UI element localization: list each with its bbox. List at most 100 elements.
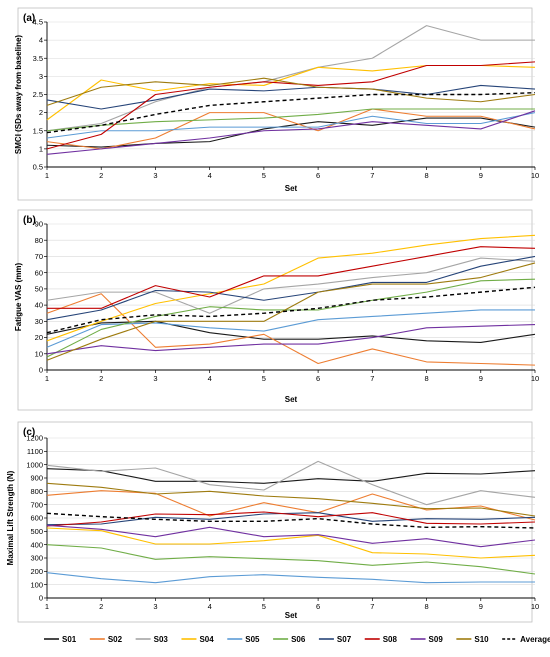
x-tick-label: 2 <box>99 374 103 383</box>
panel-border <box>17 7 533 201</box>
y-tick-label: 0.5 <box>33 163 43 172</box>
legend-item-s08: S08 <box>364 635 398 644</box>
y-tick-label: 1200 <box>26 434 43 443</box>
panel-c: 0 100 200 300 400 500 600 700 800 900 1000 1100 1200… <box>6 421 539 623</box>
legend-item-average: Average <box>502 635 550 644</box>
series-line-s07 <box>46 512 536 526</box>
series-line-s09 <box>46 324 536 355</box>
y-tick-label: 0 <box>39 594 43 603</box>
y-tick-label: 100 <box>30 580 43 589</box>
x-tick-label: 4 <box>208 171 212 180</box>
legend-label: S09 <box>429 635 444 644</box>
legend-label: S06 <box>291 635 306 644</box>
x-tick-label: 10 <box>531 602 539 611</box>
x-tick-label: 2 <box>99 171 103 180</box>
x-tick-label: 3 <box>153 374 157 383</box>
x-tick-label: 8 <box>424 171 428 180</box>
series-line-s02 <box>46 293 536 366</box>
y-axis-title: Maximal Lift Strength (N) <box>6 470 15 565</box>
x-axis-title: Set <box>285 395 298 404</box>
legend-item-s05: S05 <box>227 635 260 644</box>
series-line-s10 <box>46 77 536 106</box>
series-line-average <box>46 286 536 334</box>
legend-label: S10 <box>474 635 489 644</box>
series-line-s09 <box>46 524 536 548</box>
x-tick-label: 8 <box>424 374 428 383</box>
series-line-s06 <box>46 278 536 358</box>
y-tick-label: 90 <box>35 220 43 229</box>
legend-item-s03: S03 <box>135 635 168 644</box>
legend-item-s02: S02 <box>89 635 123 644</box>
x-axis-title: Set <box>285 184 298 193</box>
series-line-s10 <box>46 482 536 517</box>
legend-label: S08 <box>383 635 398 644</box>
series-line-s10 <box>46 262 536 361</box>
legend-item-s04: S04 <box>181 635 214 644</box>
y-tick-label: 1.5 <box>33 126 43 135</box>
x-tick-label: 5 <box>262 602 266 611</box>
y-tick-label: 4.5 <box>33 18 43 27</box>
x-tick-label: 1 <box>45 171 49 180</box>
x-tick-label: 9 <box>479 171 483 180</box>
x-tick-label: 5 <box>262 374 266 383</box>
x-tick-label: 4 <box>208 602 212 611</box>
y-tick-label: 3 <box>39 72 43 81</box>
y-tick-label: 50 <box>35 284 43 293</box>
series-line-s02 <box>46 108 536 150</box>
x-tick-label: 4 <box>208 374 212 383</box>
x-tick-label: 7 <box>370 602 374 611</box>
x-tick-label: 3 <box>153 602 157 611</box>
x-tick-label: 10 <box>531 171 539 180</box>
legend-item-s06: S06 <box>273 635 306 644</box>
y-tick-label: 2.5 <box>33 90 43 99</box>
series-line-average <box>46 512 536 529</box>
series-line-s07 <box>46 84 536 110</box>
x-tick-label: 6 <box>316 374 320 383</box>
series-line-s04 <box>46 527 536 559</box>
panel-b: 0 10 20 30 40 50 60 70 80 90 1 2 3 4 5 6 7 8 9 10 Set Fatigue… <box>14 209 539 411</box>
y-tick-label: 40 <box>35 301 43 310</box>
x-axis-title: Set <box>285 611 298 620</box>
legend-label: S04 <box>199 635 214 644</box>
x-tick-label: 7 <box>370 171 374 180</box>
series-line-s07 <box>46 255 536 321</box>
series-line-s03 <box>46 460 536 506</box>
series-line-s03 <box>46 25 535 132</box>
x-tick-label: 2 <box>99 602 103 611</box>
x-tick-label: 1 <box>45 602 49 611</box>
panel-label: (a) <box>23 13 35 24</box>
y-tick-label: 20 <box>35 333 43 342</box>
x-tick-label: 6 <box>316 602 320 611</box>
series-line-s03 <box>46 257 536 314</box>
y-tick-label: 1000 <box>26 460 43 469</box>
y-tick-label: 60 <box>35 268 43 277</box>
x-tick-label: 9 <box>479 374 483 383</box>
series-line-s08 <box>46 61 536 150</box>
y-tick-label: 600 <box>30 514 43 523</box>
legend-item-s01: S01 <box>44 635 77 644</box>
y-tick-label: 700 <box>30 500 43 509</box>
series-line-s04 <box>46 234 536 342</box>
series-line-s08 <box>47 246 536 309</box>
series-line-s01 <box>46 468 536 484</box>
y-tick-label: 10 <box>35 349 43 358</box>
legend-label: Average <box>520 635 550 644</box>
y-axis-title: Fatigue VAS (mm) <box>14 263 23 332</box>
y-tick-label: 200 <box>30 567 43 576</box>
x-tick-label: 10 <box>531 374 539 383</box>
y-tick-label: 1100 <box>27 447 43 456</box>
series-line-s06 <box>46 108 535 132</box>
y-tick-label: 800 <box>30 487 43 496</box>
legend-item-s07: S07 <box>318 635 352 644</box>
y-tick-label: 900 <box>30 474 43 483</box>
legend-item-s10: S10 <box>456 635 489 644</box>
y-tick-label: 80 <box>35 236 43 245</box>
y-axis-title: SMCI (SDs away from baseline) <box>14 35 23 154</box>
y-tick-label: 3.5 <box>33 54 43 63</box>
x-tick-label: 7 <box>370 374 374 383</box>
x-tick-label: 3 <box>153 171 157 180</box>
